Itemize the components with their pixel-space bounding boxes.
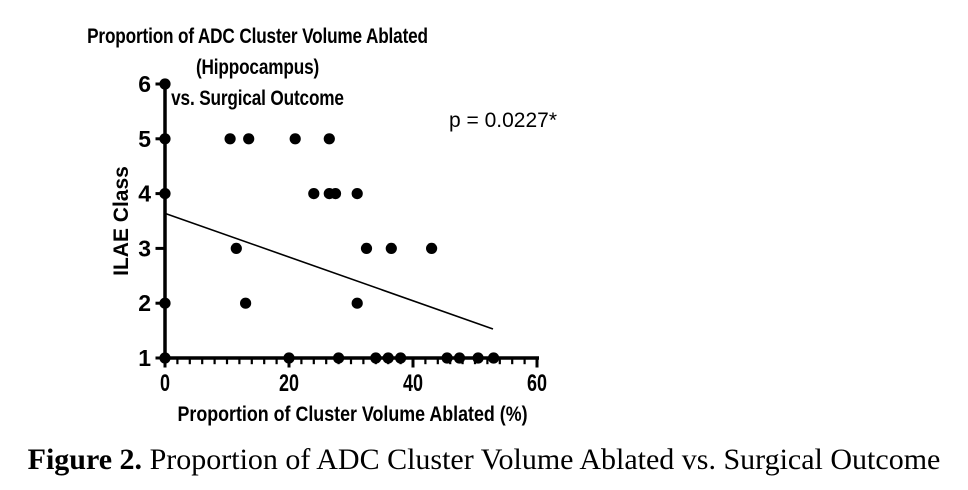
y-tick-label: 6 (138, 71, 151, 97)
data-point (382, 352, 394, 364)
y-tick-label: 3 (138, 235, 151, 261)
p-value-annotation: p = 0.0227* (448, 109, 557, 132)
y-tick-label: 1 (138, 345, 151, 371)
data-point (488, 352, 500, 364)
data-point (283, 352, 295, 364)
x-tick-label: 40 (403, 371, 423, 397)
x-axis-label: Proportion of Cluster Volume Ablated (%) (177, 403, 528, 426)
y-tick-label: 2 (138, 290, 151, 316)
y-tick-label: 5 (138, 126, 151, 152)
data-point (224, 133, 236, 145)
data-point (333, 352, 345, 364)
figure-caption: Figure 2. Proportion of ADC Cluster Volu… (0, 440, 968, 480)
data-point (329, 188, 342, 200)
figure-caption-text: Proportion of ADC Cluster Volume Ablated… (142, 443, 941, 476)
data-point (159, 297, 171, 309)
data-point (230, 242, 242, 254)
x-tick-label: 60 (527, 371, 547, 397)
data-point (240, 297, 252, 309)
data-point (323, 133, 335, 145)
data-point (159, 133, 171, 145)
data-point (441, 352, 453, 364)
data-point (159, 352, 171, 364)
data-point (159, 78, 171, 90)
data-point (453, 352, 466, 364)
x-tick-label: 20 (279, 371, 299, 397)
chart-title-line1: Proportion of ADC Cluster Volume Ablated… (87, 24, 428, 79)
y-tick-label: 4 (138, 181, 151, 207)
data-point (426, 242, 438, 254)
data-point (395, 352, 407, 364)
data-point (385, 242, 397, 254)
chart-title-line2: vs. Surgical Outcome (171, 86, 344, 110)
data-point (351, 297, 363, 309)
x-tick-label: 0 (160, 371, 170, 397)
data-point (308, 188, 320, 200)
regression-line (164, 212, 494, 330)
data-point (370, 352, 382, 364)
data-point (243, 133, 255, 145)
data-point (159, 188, 171, 200)
chart-title: Proportion of ADC Cluster Volume Ablated… (52, 21, 464, 114)
data-point (351, 188, 363, 200)
data-point (360, 242, 373, 254)
scatter-plot: 0 20 40 60 1 2 3 4 5 6 (138, 71, 547, 397)
data-point (472, 352, 484, 364)
figure-caption-label: Figure 2. (27, 443, 143, 476)
data-point (289, 133, 301, 145)
